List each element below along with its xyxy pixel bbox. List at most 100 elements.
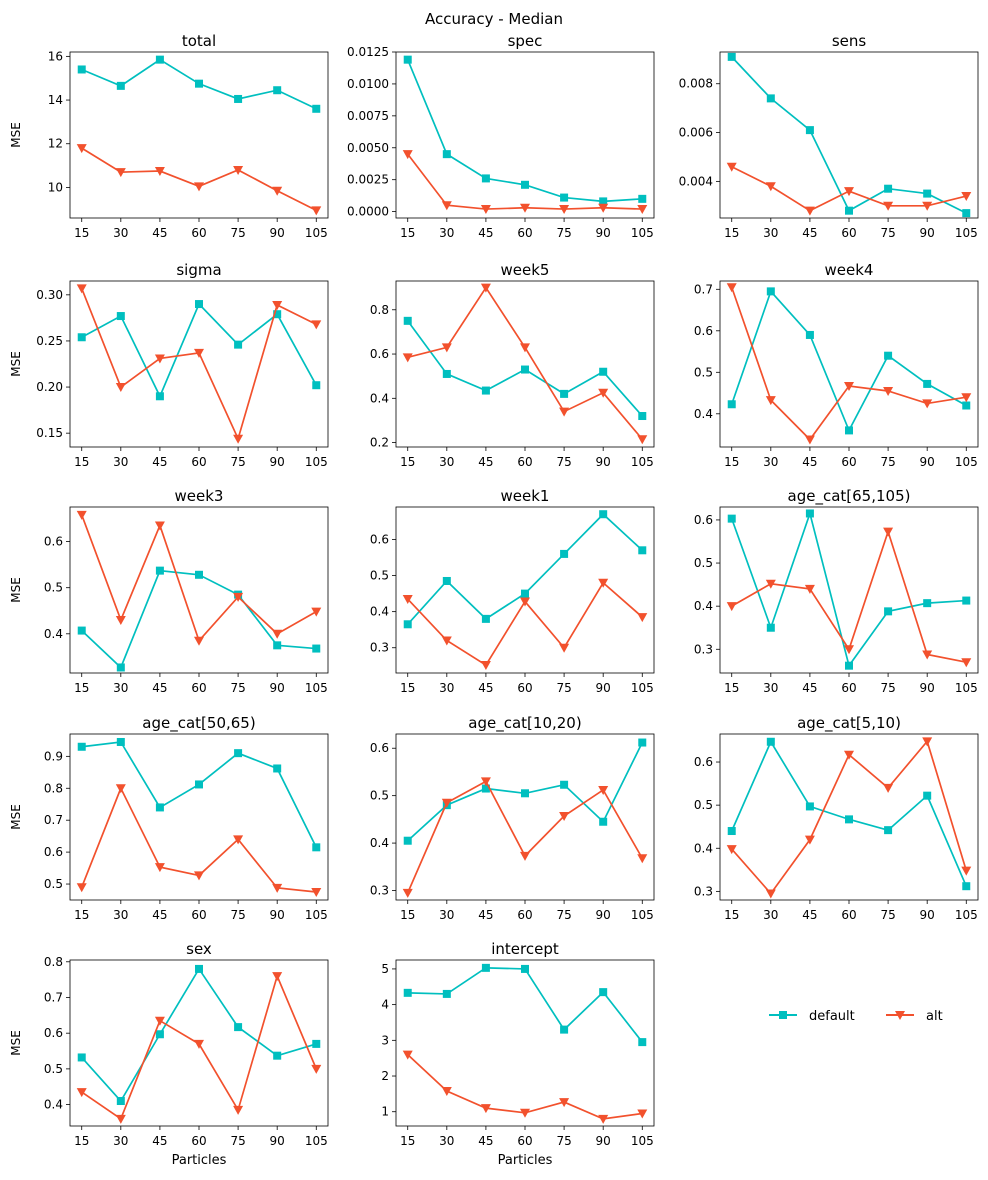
point-alt bbox=[441, 201, 452, 211]
point-default bbox=[273, 1051, 282, 1060]
x-tick-label: 90 bbox=[596, 681, 611, 695]
subplot-age-cat-5-10: age_cat[5,10) 15 30 45 60 75 90 105 0.3 0.4 0.5 0.6 bbox=[694, 714, 979, 922]
axes-frame bbox=[69, 959, 329, 1127]
y-tick-label: 0.5 bbox=[44, 581, 63, 595]
y-tick-label: 0.0100 bbox=[347, 77, 389, 91]
point-alt bbox=[883, 527, 894, 537]
y-tick-label: 2 bbox=[381, 1069, 389, 1083]
legend-default-label: default bbox=[809, 1009, 855, 1024]
subplot-title: sens bbox=[832, 32, 867, 50]
point-default bbox=[312, 1039, 321, 1048]
point-alt bbox=[883, 201, 894, 211]
point-default bbox=[155, 55, 164, 64]
x-tick-label: 75 bbox=[880, 681, 895, 695]
y-tick-label: 0.5 bbox=[370, 569, 389, 583]
point-alt bbox=[233, 835, 244, 845]
point-default bbox=[273, 86, 282, 95]
subplot-title: age_cat[65,105) bbox=[788, 487, 911, 506]
axes-frame bbox=[395, 506, 655, 674]
point-alt bbox=[76, 284, 87, 294]
point-default bbox=[234, 749, 243, 758]
y-tick-label: 14 bbox=[48, 93, 63, 107]
point-default bbox=[923, 599, 932, 608]
point-default bbox=[116, 737, 125, 746]
x-tick-label: 30 bbox=[439, 1134, 454, 1148]
subplot-sens: sens 15 30 45 60 75 90 105 0.004 0.006 0.008 bbox=[679, 32, 979, 240]
point-default bbox=[234, 1023, 243, 1032]
point-default bbox=[195, 300, 203, 309]
point-alt bbox=[520, 851, 530, 861]
point-alt bbox=[233, 592, 244, 602]
point-alt bbox=[637, 1109, 648, 1119]
point-alt bbox=[765, 396, 776, 406]
subplot-title: age_cat[5,10) bbox=[797, 714, 901, 733]
x-tick-label: 60 bbox=[841, 908, 856, 922]
point-default bbox=[638, 412, 647, 421]
point-default bbox=[766, 287, 775, 296]
axes-frame bbox=[395, 959, 655, 1127]
point-alt bbox=[804, 584, 815, 594]
x-tick-label: 105 bbox=[955, 455, 978, 469]
y-axis-label: MSE bbox=[9, 1030, 23, 1056]
x-tick-label: 30 bbox=[763, 226, 778, 240]
point-default bbox=[442, 576, 451, 585]
series-line-default bbox=[81, 967, 317, 1103]
y-tick-label: 0.30 bbox=[36, 288, 63, 302]
x-tick-label: 75 bbox=[556, 1134, 571, 1148]
y-tick-label: 0.008 bbox=[679, 77, 713, 91]
point-default bbox=[845, 661, 853, 670]
x-tick-label: 45 bbox=[152, 681, 167, 695]
point-default bbox=[312, 104, 321, 113]
point-default bbox=[845, 206, 853, 215]
point-alt bbox=[844, 381, 854, 391]
point-alt bbox=[402, 150, 413, 160]
point-alt bbox=[441, 343, 452, 353]
y-tick-label: 0.3 bbox=[694, 642, 713, 656]
point-alt bbox=[804, 435, 815, 445]
y-tick-label: 16 bbox=[48, 49, 63, 63]
point-default bbox=[442, 150, 451, 159]
axes-frame bbox=[69, 733, 329, 901]
y-tick-label: 0.6 bbox=[694, 324, 713, 338]
point-alt bbox=[726, 602, 737, 612]
y-axis-label: MSE bbox=[9, 804, 23, 830]
point-alt bbox=[441, 798, 452, 808]
y-tick-label: 0.6 bbox=[370, 532, 389, 546]
x-tick-label: 30 bbox=[113, 908, 128, 922]
x-tick-label: 60 bbox=[191, 226, 206, 240]
axes-frame bbox=[719, 733, 979, 901]
point-alt bbox=[311, 206, 322, 216]
y-tick-label: 0.6 bbox=[370, 741, 389, 755]
point-default bbox=[599, 510, 608, 519]
point-default bbox=[481, 784, 490, 793]
point-default bbox=[638, 194, 647, 203]
point-alt bbox=[311, 320, 322, 330]
point-alt bbox=[441, 1087, 452, 1097]
x-tick-label: 90 bbox=[920, 455, 935, 469]
axes-frame bbox=[69, 506, 329, 674]
y-tick-label: 0.7 bbox=[44, 990, 63, 1004]
point-default bbox=[962, 401, 971, 410]
x-tick-label: 45 bbox=[802, 226, 817, 240]
point-default bbox=[77, 65, 86, 74]
point-default bbox=[234, 340, 243, 349]
y-tick-label: 0.5 bbox=[694, 365, 713, 379]
point-default bbox=[727, 827, 736, 836]
point-default bbox=[116, 312, 125, 321]
y-tick-label: 0.8 bbox=[44, 955, 63, 969]
subplot-spec: spec 15 30 45 60 75 90 105 0.0000 0.0025 0.0050 0.0… bbox=[347, 32, 655, 240]
point-default bbox=[403, 836, 412, 845]
x-tick-label: 45 bbox=[478, 1134, 493, 1148]
x-tick-label: 105 bbox=[305, 681, 328, 695]
point-alt bbox=[272, 186, 283, 196]
point-alt bbox=[883, 783, 894, 793]
point-alt bbox=[76, 883, 87, 893]
y-tick-label: 0.3 bbox=[370, 641, 389, 655]
x-tick-label: 105 bbox=[631, 681, 654, 695]
series-line-default bbox=[407, 966, 643, 1043]
axes-frame bbox=[395, 51, 655, 219]
point-alt bbox=[402, 353, 413, 363]
y-tick-label: 0.4 bbox=[694, 841, 713, 855]
point-default bbox=[599, 197, 608, 206]
subplot-age-cat-50-65: age_cat[50,65) 15 30 45 60 75 90 105 0.5 0.6 0.7 0.… bbox=[9, 714, 329, 922]
